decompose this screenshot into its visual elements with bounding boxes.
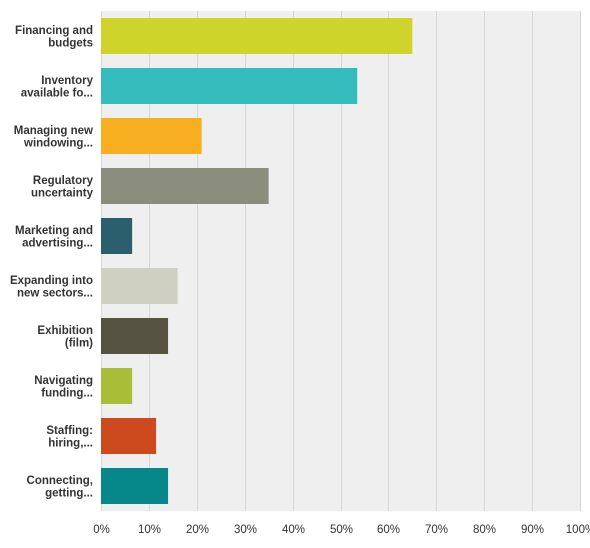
x-tick-label: 20%	[186, 524, 209, 536]
bar	[101, 318, 169, 354]
x-tick-label: 30%	[234, 524, 257, 536]
bar	[101, 218, 133, 254]
category-label: (film)	[65, 337, 93, 349]
category-label: Navigating	[34, 375, 93, 387]
bar	[101, 468, 169, 504]
category-label: funding...	[41, 387, 93, 399]
category-label: Financing and	[15, 25, 93, 37]
category-label: Exhibition	[37, 325, 93, 337]
x-tick-label: 40%	[282, 524, 305, 536]
category-label: Managing new	[14, 125, 93, 137]
bar	[101, 418, 157, 454]
x-tick-label: 60%	[377, 524, 400, 536]
category-label: getting...	[45, 487, 93, 499]
category-label: Connecting,	[27, 475, 93, 487]
category-label: advertising...	[22, 237, 93, 249]
x-tick-label: 0%	[93, 524, 110, 536]
category-label: Regulatory	[33, 175, 94, 187]
category-label: uncertainty	[31, 187, 94, 199]
x-tick-label: 90%	[521, 524, 544, 536]
bar	[101, 18, 413, 54]
x-tick-label: 50%	[330, 524, 353, 536]
bars	[101, 18, 413, 504]
category-label: Expanding into	[10, 275, 93, 287]
category-label: Inventory	[41, 75, 93, 87]
bar	[101, 268, 178, 304]
category-label: available fo...	[21, 87, 93, 99]
bar	[101, 168, 269, 204]
bar	[101, 368, 133, 404]
x-tick-label: 10%	[138, 524, 161, 536]
category-label: budgets	[48, 37, 93, 49]
x-tick-labels: 0% 10% 20% 30% 40% 50% 60% 70% 80% 90% 100%	[93, 524, 590, 536]
x-tick-label: 100%	[566, 524, 590, 536]
category-label: windowing...	[23, 137, 93, 149]
bar	[101, 118, 202, 154]
x-tick-label: 80%	[473, 524, 496, 536]
category-label: new sectors...	[17, 287, 93, 299]
category-label: Marketing and	[15, 225, 93, 237]
bar	[101, 68, 358, 104]
category-label: hiring,...	[48, 437, 93, 449]
category-label: Staffing:	[46, 425, 93, 437]
x-tick-label: 70%	[425, 524, 448, 536]
